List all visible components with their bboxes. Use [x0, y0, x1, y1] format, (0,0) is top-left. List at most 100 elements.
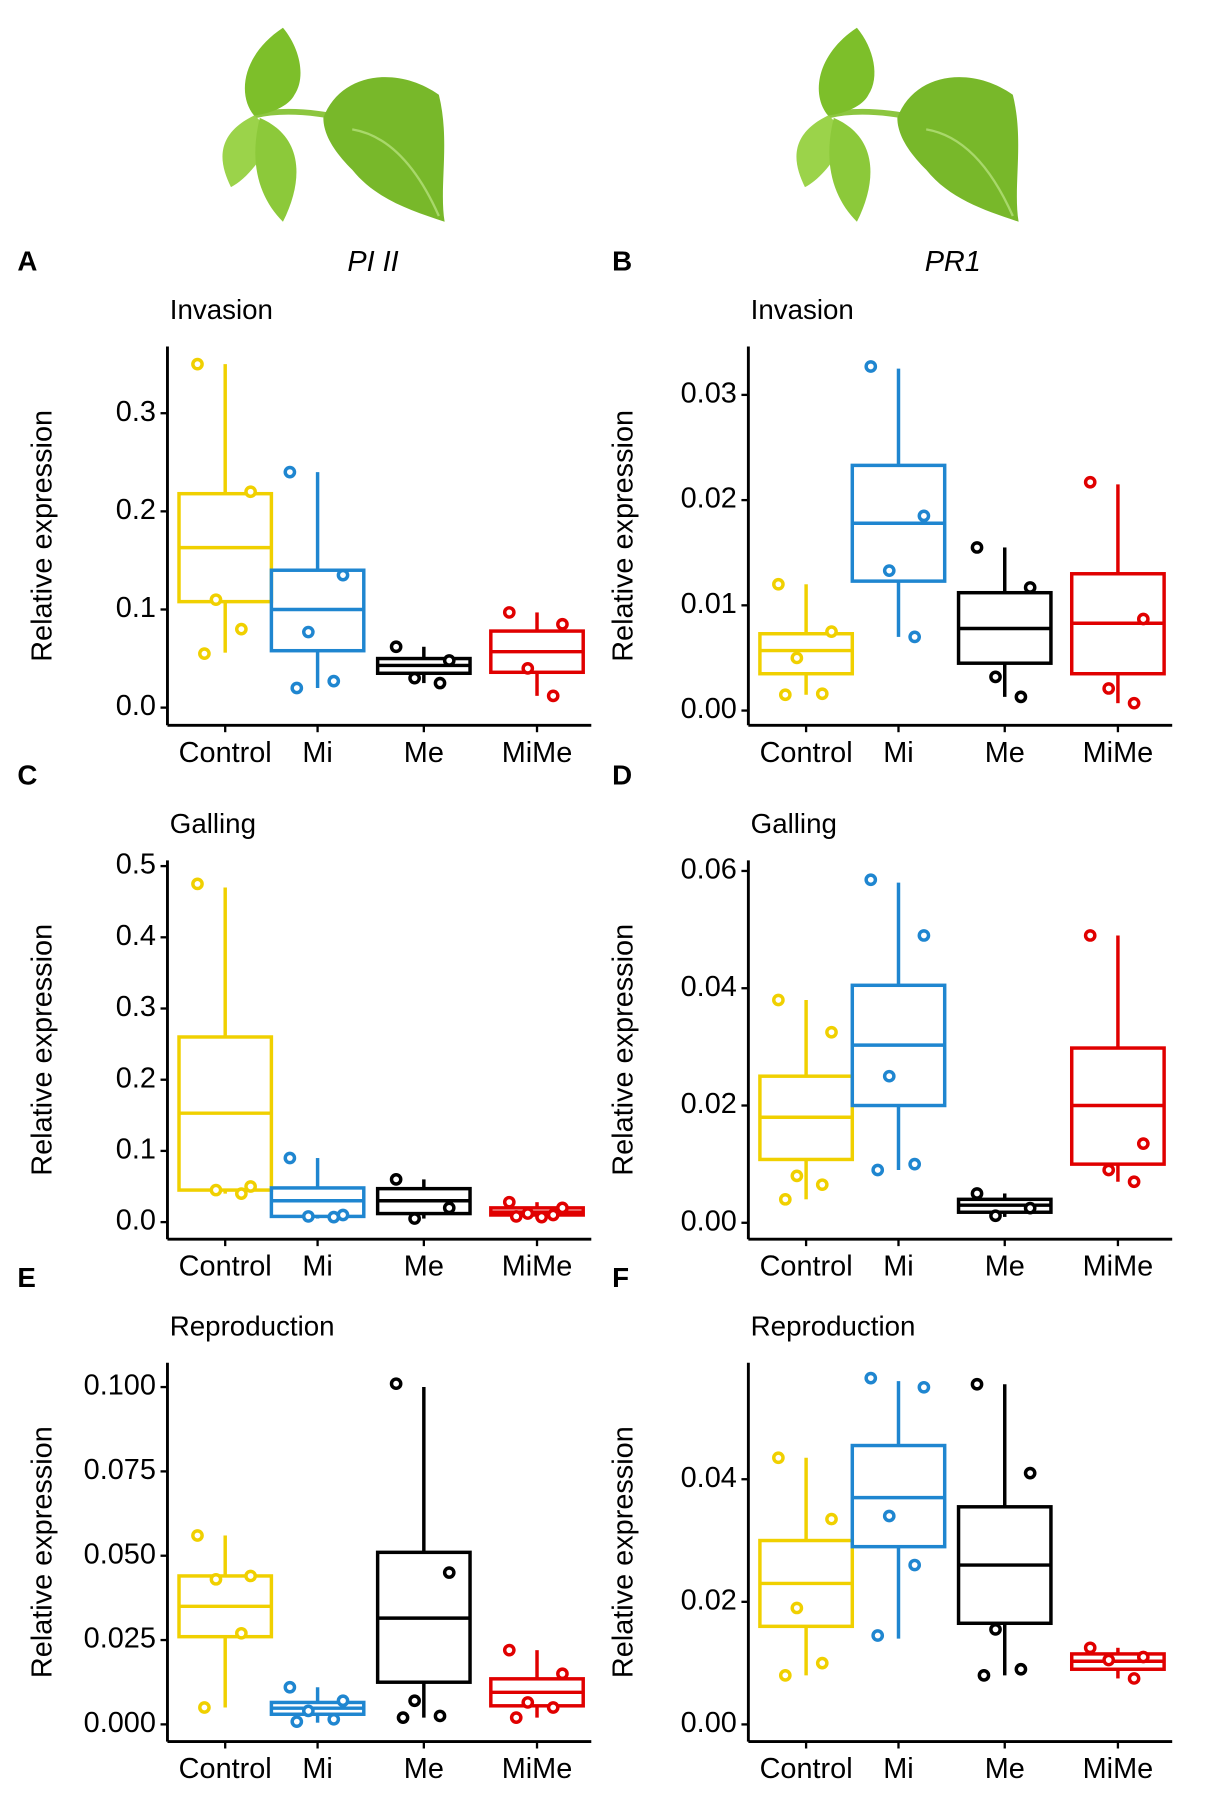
y-tick-label: 0.06 [681, 854, 737, 886]
data-point [442, 654, 456, 667]
data-point [556, 617, 569, 631]
data-point [917, 509, 931, 523]
data-point [1127, 696, 1141, 710]
data-point [917, 1380, 931, 1394]
data-point [389, 640, 403, 654]
data-point [546, 1208, 560, 1222]
data-point [1083, 929, 1097, 942]
data-point [389, 1377, 403, 1391]
data-point [327, 674, 341, 688]
data-point [1102, 1653, 1116, 1667]
data-point [871, 1163, 885, 1177]
data-point [1136, 612, 1150, 626]
x-tick-label: MiMe [1083, 737, 1154, 769]
data-point [917, 929, 931, 942]
data-point [521, 662, 535, 675]
data-point [502, 1643, 516, 1657]
data-point [908, 630, 922, 644]
data-point [408, 1212, 421, 1225]
box [758, 632, 855, 676]
x-tick-label: Control [760, 737, 853, 769]
data-point [302, 1704, 315, 1718]
data-point [825, 625, 838, 638]
data-point [790, 1601, 804, 1615]
data-point [433, 676, 447, 690]
data-point [989, 1209, 1002, 1223]
data-point [970, 1187, 984, 1200]
y-tick-label: 0.00 [681, 1205, 737, 1237]
x-tick-label: Control [179, 1251, 272, 1283]
data-point [408, 1694, 421, 1708]
data-point [283, 465, 297, 479]
leaf-illustration [796, 28, 1018, 222]
y-axis-label: Relative expression [607, 1426, 639, 1678]
x-tick-label: Control [760, 1753, 853, 1785]
y-tick-label: 0.02 [681, 1584, 737, 1616]
data-point [908, 1157, 922, 1171]
x-tick-label: Me [404, 1251, 444, 1283]
x-tick-label: Mi [302, 1753, 332, 1785]
data-point [433, 1709, 447, 1723]
data-point [778, 1669, 792, 1682]
data-point [191, 877, 204, 891]
data-point [556, 1201, 569, 1215]
y-tick-label: 0.2 [116, 494, 156, 526]
data-point [864, 360, 878, 373]
data-point [1014, 1662, 1028, 1676]
data-point [408, 671, 421, 685]
data-point [989, 670, 1002, 684]
data-point [1083, 1641, 1097, 1655]
data-point [336, 1694, 350, 1708]
data-point [244, 1180, 257, 1193]
data-point [336, 568, 350, 582]
y-tick-label: 0.0 [116, 690, 156, 722]
y-tick-label: 0.3 [116, 991, 156, 1023]
y-tick-label: 0.100 [84, 1370, 156, 1402]
x-tick-label: Mi [883, 1753, 913, 1785]
data-point [327, 1712, 341, 1726]
panel-title: Reproduction [170, 1310, 335, 1341]
data-point [977, 1669, 991, 1682]
x-tick-label: Control [760, 1251, 853, 1283]
y-tick-label: 0.02 [681, 483, 737, 515]
panel-title: Reproduction [751, 1310, 916, 1341]
data-point [290, 681, 304, 695]
data-point [244, 1569, 257, 1583]
data-point [521, 1696, 535, 1709]
y-tick-label: 0.050 [84, 1538, 156, 1570]
data-point [244, 485, 257, 499]
panel-letter: C [17, 760, 37, 791]
data-point [283, 1151, 297, 1165]
x-tick-label: MiMe [502, 1251, 573, 1283]
data-point [772, 577, 785, 591]
data-point [825, 1025, 838, 1039]
x-tick-label: MiMe [1083, 1251, 1154, 1283]
data-point [778, 1192, 792, 1206]
data-point [864, 1371, 878, 1385]
data-point [235, 1187, 248, 1200]
data-point [882, 1509, 896, 1523]
y-tick-label: 0.01 [681, 588, 737, 620]
data-point [970, 541, 984, 554]
data-point [302, 1210, 315, 1223]
panel-title: Invasion [751, 294, 854, 325]
x-tick-label: Me [985, 1753, 1025, 1785]
x-tick-label: Me [404, 737, 444, 769]
data-point [191, 1529, 204, 1542]
data-point [970, 1377, 984, 1391]
x-tick-label: Me [404, 1753, 444, 1785]
x-tick-label: Control [179, 1753, 272, 1785]
data-point [209, 1572, 223, 1586]
data-point [908, 1558, 922, 1572]
data-point [283, 1680, 297, 1694]
data-point [521, 1207, 535, 1220]
y-tick-label: 0.4 [116, 920, 156, 952]
data-point [1023, 581, 1037, 594]
data-point [209, 593, 223, 607]
panel-letter: F [612, 1262, 629, 1293]
data-point [772, 1451, 785, 1465]
data-point [772, 993, 785, 1007]
data-point [989, 1623, 1002, 1636]
data-point [1136, 1137, 1150, 1150]
